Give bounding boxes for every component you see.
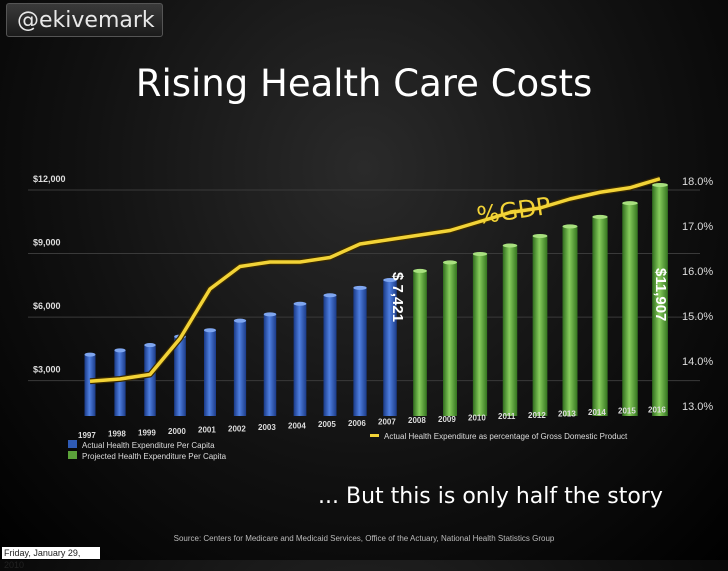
legend-projected-swatch [68, 451, 77, 459]
legend-gdp-label: Actual Health Expenditure as percentage … [384, 432, 628, 441]
x-tick-label: 2011 [498, 412, 516, 421]
bar-cap [443, 260, 457, 264]
legend-actual-swatch [68, 440, 77, 448]
x-tick-label: 2004 [288, 422, 306, 431]
bar-cap [473, 252, 487, 256]
x-tick-label: 2008 [408, 416, 426, 425]
bar-cap [353, 286, 366, 290]
source-note: Source: Centers for Medicare and Medicai… [0, 534, 728, 543]
y-right-tick-label: 16.0% [682, 266, 713, 278]
x-tick-label: 2014 [588, 408, 606, 417]
bar-cap [264, 312, 277, 316]
actual-bar [114, 350, 125, 416]
x-tick-label: 2015 [618, 407, 636, 416]
x-tick-label: 2013 [558, 409, 576, 418]
actual-bar [353, 288, 366, 416]
actual-bar [294, 304, 307, 416]
actual-bar [264, 314, 277, 416]
x-tick-label: 2003 [258, 423, 276, 432]
x-tick-label: 1999 [138, 428, 156, 437]
chart-labels: $3,000 $6,000 $9,000 $12,000 13.0% 14.0% 15.0%… [33, 174, 713, 440]
actual-bar [85, 355, 96, 416]
legend-actual-label: Actual Health Expenditure Per Capita [82, 441, 215, 450]
x-tick-label: 2016 [648, 405, 666, 414]
actual-bar [324, 295, 337, 416]
projected-bar [413, 271, 427, 416]
x-tick-label: 2002 [228, 424, 246, 433]
y-left-tick-label: $9,000 [33, 238, 61, 248]
projected-bar [592, 217, 607, 416]
x-tick-label: 2009 [438, 415, 456, 424]
bar-cap [204, 328, 216, 332]
actual-bar [234, 321, 246, 416]
y-left-tick-label: $12,000 [33, 174, 66, 184]
bar-cap [324, 293, 337, 297]
actual-bar [144, 345, 156, 416]
projected-bar [443, 262, 457, 416]
bar-cap [413, 269, 427, 273]
projected-bar [503, 245, 518, 416]
bar-cap [652, 183, 668, 187]
actual-bar [204, 330, 216, 416]
projected-bar [473, 254, 487, 416]
x-tick-label: 2005 [318, 420, 336, 429]
y-right-tick-label: 14.0% [682, 356, 713, 368]
legend-gdp-swatch [370, 434, 379, 437]
x-tick-label: 2006 [348, 419, 366, 428]
x-tick-label: 2001 [198, 426, 216, 435]
x-tick-label: 2012 [528, 411, 546, 420]
actual-bar [174, 337, 186, 416]
y-right-tick-label: 18.0% [682, 176, 713, 188]
x-tick-label: 1998 [108, 430, 126, 439]
projected-bar [533, 236, 548, 416]
x-tick-label: 1997 [78, 431, 96, 440]
bar-cap [503, 243, 518, 247]
bar-cap [85, 353, 96, 357]
bar-cap [622, 201, 638, 205]
subtitle: ... But this is only half the story [318, 484, 663, 509]
footer-date: Friday, January 29, 2010 [2, 547, 100, 559]
bar-cap [563, 224, 578, 228]
y-left-tick-label: $6,000 [33, 301, 61, 311]
value-label-2016: $11,907 [652, 268, 669, 321]
legend-projected-label: Projected Health Expenditure Per Capita [82, 452, 227, 461]
projected-bar [622, 203, 638, 416]
projected-bar [563, 226, 578, 416]
x-tick-label: 2000 [168, 427, 186, 436]
bar-cap [294, 302, 307, 306]
bar-cap [114, 348, 125, 352]
x-tick-label: 2007 [378, 418, 396, 427]
gdp-annotation: %GDP [475, 192, 553, 230]
bar-cap [533, 234, 548, 238]
bar-cap [592, 215, 607, 219]
y-right-tick-label: 13.0% [682, 401, 713, 413]
y-right-tick-label: 17.0% [682, 221, 713, 233]
bar-cap [144, 343, 156, 347]
y-right-tick-label: 15.0% [682, 311, 713, 323]
value-label-2007: $ 7,421 [389, 272, 406, 322]
bar-cap [234, 319, 246, 323]
y-left-tick-label: $3,000 [33, 365, 61, 375]
x-tick-label: 2010 [468, 413, 486, 422]
